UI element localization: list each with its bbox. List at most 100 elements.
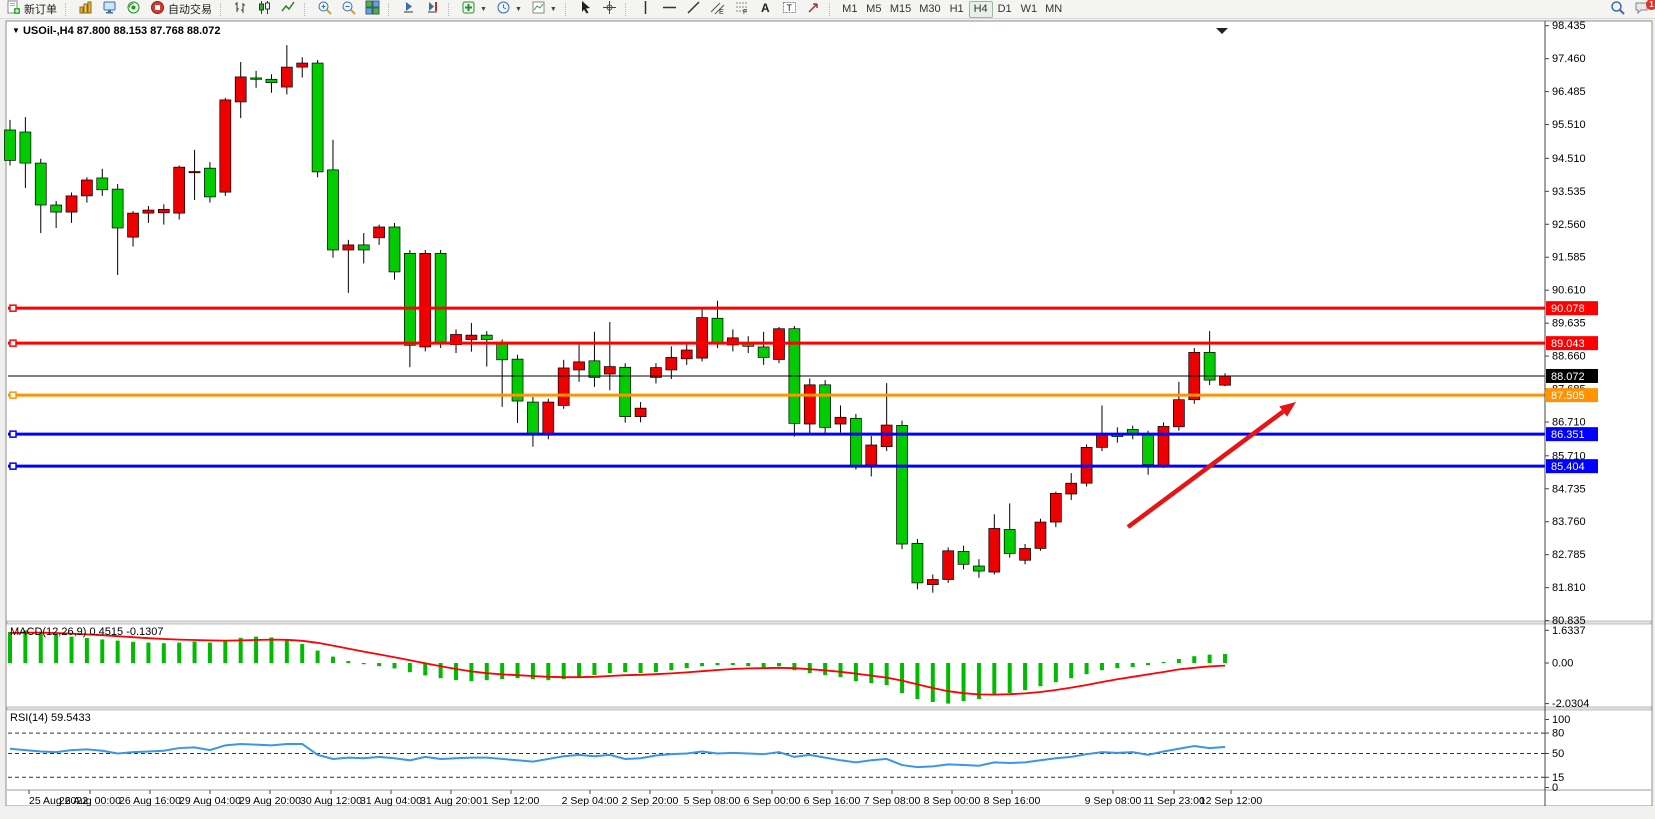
toolbar-fibonacci-button[interactable]: F [730,1,753,18]
candlestick [527,401,539,436]
toolbar-text-label-button[interactable]: T [778,1,801,18]
dropdown-caret-icon[interactable]: ▼ [480,5,487,13]
trend-arrow-line[interactable] [1126,409,1285,529]
candlestick [1003,529,1016,554]
line-handle[interactable] [9,391,17,399]
price-tick-label: 91.585 [1552,252,1586,264]
candlestick [911,542,924,584]
candlestick [280,66,293,88]
toolbar-arrows-button[interactable] [802,1,825,18]
toolbar-crosshair-button[interactable] [598,1,621,18]
rsi-tick-label: 80 [1552,728,1564,740]
price-level-label-box [1546,427,1598,442]
toolbar-template-button[interactable]: ▼ [527,1,561,18]
symbol-dropdown-caret[interactable]: ▼ [12,26,20,35]
toolbar-separator [564,2,570,16]
timeframe-m5-button[interactable]: M5 [866,3,882,15]
price-tick-label: 97.460 [1552,53,1586,65]
timeframe-m1-button[interactable]: M1 [842,3,858,15]
candlestick [1065,482,1078,495]
price-level-label-box [1546,388,1598,403]
timeframe-m30-button[interactable]: M30 [919,3,941,15]
candlestick [511,358,524,402]
price-tick-label: 96.485 [1552,86,1586,98]
toolbar-bar-chart-button[interactable] [229,1,252,18]
dropdown-caret-icon[interactable]: ▼ [514,5,522,13]
candlestick [973,565,985,572]
candlestick [327,169,339,251]
dropdown-caret-icon[interactable]: ▼ [549,5,557,13]
svg-text:F: F [743,9,747,15]
line-handle[interactable] [9,304,17,312]
candlestick [1219,375,1231,386]
price-level-label-box [1546,368,1598,383]
toolbar-signal-button[interactable] [122,1,145,18]
toolbar-channel-button[interactable]: E [706,1,729,18]
toolbar-period-select-button[interactable]: ▼ [492,1,526,18]
time-tick-label: 7 Sep 08:00 [864,795,921,807]
toolbar-zoom-out-button[interactable] [337,1,360,18]
time-tick-label: 1 Sep 12:00 [483,795,540,807]
candlestick [19,131,32,164]
candlestick [127,212,139,238]
candlestick [173,166,186,214]
timeframe-h1-button[interactable]: H1 [949,3,964,15]
toolbar-line-chart-button[interactable] [277,1,300,18]
candlestick [711,317,724,344]
bar-chart-icon [233,0,248,18]
timeframe-mn-button[interactable]: MN [1045,3,1063,15]
toolbar-candlestick-chart-button[interactable] [253,1,276,18]
candlestick [650,367,662,378]
chart-canvas[interactable]: 98.435 97.460 96.485 95.510 94.510 93.535 92.5… [0,19,1655,819]
svg-text:T: T [786,3,792,13]
pane-splitter[interactable] [6,620,1652,625]
toolbar-separator [448,2,453,16]
candlestick [696,317,708,359]
timeframe-w1-button[interactable]: W1 [1020,3,1038,15]
price-tick-label: 95.510 [1552,119,1586,131]
toolbar-zoom-in-button[interactable] [313,1,336,18]
price-level-label-box [1546,301,1598,316]
new-order-button[interactable]: 新订单 [2,0,61,18]
pane-splitter[interactable] [6,706,1652,711]
toolbar-cursor-button[interactable] [574,1,597,18]
toolbar-tile-windows-button[interactable] [361,0,384,18]
candlestick [573,361,585,371]
toolbar-chart-end-button[interactable] [421,1,444,18]
autotrading-button[interactable]: 自动交易 [146,1,216,18]
toolbar-chart-profile-button[interactable] [74,1,97,18]
candlestick [142,209,155,214]
toolbar-terminal-button[interactable] [98,1,121,18]
notifications-button[interactable]: 1 [1630,0,1655,18]
candlestick [988,528,1001,573]
price-tick-label: 89.635 [1552,318,1586,330]
timeframe-m15-button[interactable]: M15 [889,3,912,15]
line-handle[interactable] [9,339,17,347]
search-button[interactable] [1606,1,1629,18]
template-icon [531,0,546,18]
time-tick-label: 2 Sep 20:00 [622,795,679,807]
candlestick [465,334,478,340]
candlestick [204,167,216,198]
notification-badge: 1 [1646,0,1655,10]
line-handle[interactable] [9,462,17,470]
time-tick-label: 31 Aug 04:00 [360,795,422,807]
toolbar-horizontal-line-button[interactable] [658,1,681,18]
timeframe-h4-button[interactable]: H4 [968,0,993,18]
chart-forward-icon [401,0,416,18]
toolbar-chart-forward-button[interactable] [397,1,420,18]
timeframe-d1-button[interactable]: D1 [997,3,1012,15]
toolbar-add-indicator-button[interactable]: ▼ [457,1,491,18]
price-tick-label: 83.760 [1552,516,1586,528]
text-label-icon: T [782,0,797,18]
new-order-icon [6,0,21,18]
toolbar-trendline-button[interactable] [682,1,705,18]
chart-shift-marker-icon[interactable] [1216,28,1228,34]
time-tick-label: 29 Aug 04:00 [179,795,241,807]
toolbar-vertical-line-button[interactable] [634,1,657,18]
line-handle[interactable] [9,430,17,438]
candlestick [557,367,570,406]
toolbar-text-button[interactable]: A [754,1,777,18]
price-level-label: 85.404 [1551,461,1585,473]
